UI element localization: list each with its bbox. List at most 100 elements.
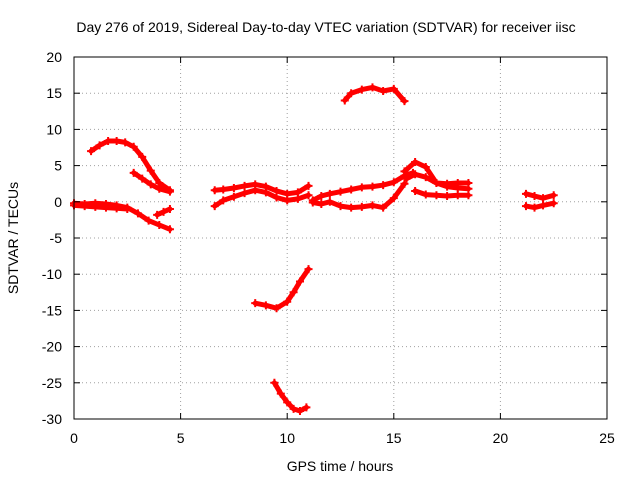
data-point [521, 189, 530, 198]
data-point [87, 147, 96, 156]
data-point [368, 201, 377, 210]
data-point [347, 203, 356, 212]
y-tick-label: 10 [46, 121, 62, 137]
data-point [308, 198, 317, 207]
data-point [133, 209, 142, 218]
data-point [549, 199, 558, 208]
data-point [155, 220, 164, 229]
y-tick-label: -15 [42, 302, 62, 318]
data-point [368, 83, 377, 92]
data-point [347, 89, 356, 98]
data-point [432, 178, 441, 187]
data-point [104, 136, 113, 145]
data-point [155, 184, 164, 193]
data-point [368, 182, 377, 191]
data-point [402, 174, 411, 183]
data-point [530, 192, 539, 201]
x-axis-label: GPS time / hours [287, 458, 394, 474]
series-line-arc-17 [523, 200, 557, 211]
data-series [70, 83, 558, 416]
data-point [123, 205, 132, 214]
x-tick-label: 25 [599, 430, 615, 446]
series-line-arc-3 [88, 138, 173, 193]
data-point [165, 225, 174, 234]
data-point [283, 398, 292, 407]
data-point [304, 181, 313, 190]
data-point [289, 288, 298, 297]
data-point [138, 174, 147, 183]
data-point [400, 179, 409, 188]
y-tick-label: -25 [42, 375, 62, 391]
data-point [295, 277, 304, 286]
data-point [421, 163, 430, 172]
data-point [261, 301, 270, 310]
data-point [276, 389, 285, 398]
y-tick-label: 5 [54, 158, 62, 174]
data-point [389, 84, 398, 93]
data-point [270, 378, 279, 387]
data-point [112, 204, 121, 213]
data-point [400, 167, 409, 176]
data-point [210, 186, 219, 195]
data-point [304, 191, 313, 200]
data-point [379, 181, 388, 190]
series-line-arc-8 [252, 266, 311, 311]
data-point [261, 188, 270, 197]
data-point [91, 202, 100, 211]
x-tick-label: 10 [279, 430, 295, 446]
data-point [229, 192, 238, 201]
data-point [302, 403, 311, 412]
data-point [144, 216, 153, 225]
y-tick-label: -20 [42, 339, 62, 355]
x-tick-label: 0 [70, 430, 78, 446]
data-point [357, 183, 366, 192]
data-point [530, 203, 539, 212]
data-point [347, 185, 356, 194]
data-point [283, 297, 292, 306]
data-point [443, 192, 452, 201]
y-axis-label: SDTVAR / TECUs [5, 182, 21, 294]
data-point [240, 189, 249, 198]
data-point [129, 142, 138, 151]
data-point [389, 178, 398, 187]
data-point [219, 196, 228, 205]
grid [74, 57, 607, 419]
data-point [379, 87, 388, 96]
data-point [357, 202, 366, 211]
data-point [539, 194, 548, 203]
y-tick-label: 15 [46, 85, 62, 101]
axis-ticks [73, 56, 608, 420]
data-point [251, 299, 260, 308]
data-point [101, 203, 110, 212]
data-point [357, 85, 366, 94]
data-point [432, 191, 441, 200]
data-point [443, 179, 452, 188]
data-point [464, 191, 473, 200]
data-point [539, 201, 548, 210]
data-point [317, 192, 326, 201]
data-point [229, 184, 238, 193]
data-point [293, 194, 302, 203]
data-point [464, 178, 473, 187]
data-point [521, 202, 530, 211]
data-point [165, 205, 174, 214]
series-line-arc-16 [523, 191, 557, 201]
data-point [340, 96, 349, 105]
data-point [400, 97, 409, 106]
x-tick-labels: 0 5 10 15 20 25 [70, 430, 615, 446]
data-point [336, 187, 345, 196]
data-point [325, 197, 334, 206]
x-tick-label: 20 [493, 430, 509, 446]
data-point [272, 304, 281, 313]
data-point [95, 141, 104, 150]
x-tick-label: 5 [177, 430, 185, 446]
data-point [411, 186, 420, 195]
data-point [112, 136, 121, 145]
data-point [453, 191, 462, 200]
data-point [389, 194, 398, 203]
data-point [219, 185, 228, 194]
series-line-arc-7 [212, 187, 311, 209]
data-point [138, 152, 147, 161]
data-point [210, 202, 219, 211]
